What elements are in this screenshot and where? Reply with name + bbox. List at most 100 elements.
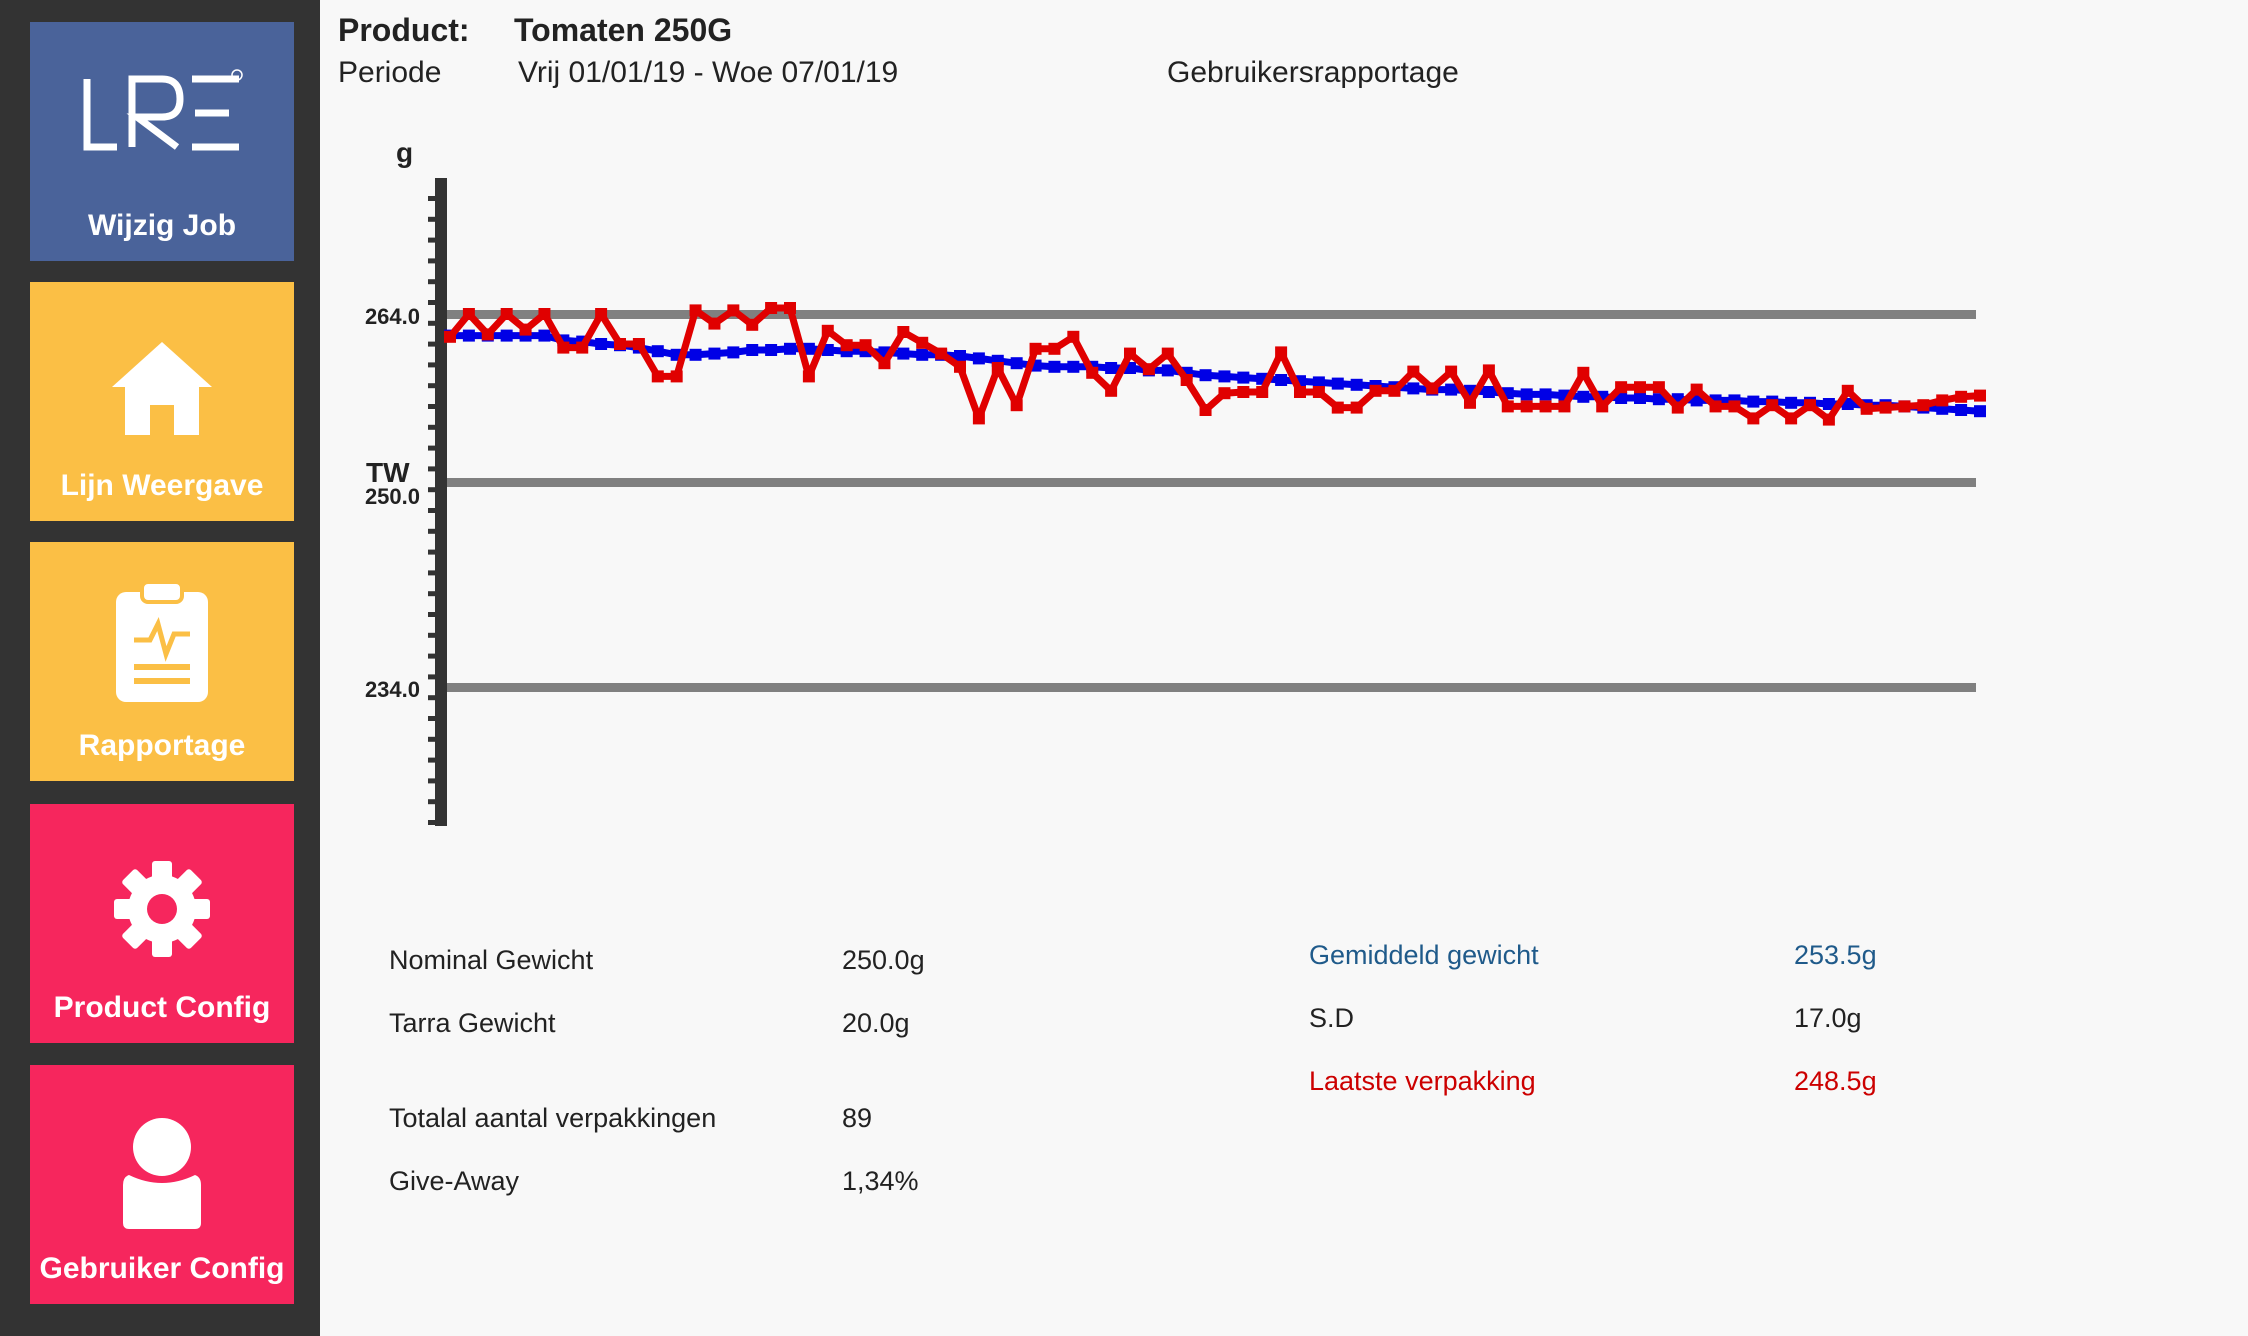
data-point <box>1690 394 1703 407</box>
data-point <box>1331 377 1344 390</box>
axis-tick <box>428 716 438 721</box>
axis-tick <box>428 237 438 243</box>
stat-label-nominal: Nominal Gewicht <box>389 945 594 975</box>
data-point <box>1520 388 1533 401</box>
data-point <box>1294 386 1306 398</box>
axis-tick <box>428 820 438 825</box>
data-point <box>1105 362 1118 374</box>
data-point <box>1218 370 1231 383</box>
data-point <box>1577 390 1590 403</box>
data-point <box>1312 386 1325 398</box>
data-point <box>1822 413 1835 426</box>
axis-tick <box>428 736 438 742</box>
stat-value-average: 253.5g <box>1794 940 1877 970</box>
sidebar-item-label: Wijzig Job <box>87 209 237 242</box>
data-point <box>1237 371 1250 384</box>
axis-tick <box>428 258 438 264</box>
data-point <box>651 370 664 383</box>
data-point <box>1218 387 1231 400</box>
axis-tick <box>428 320 438 326</box>
gebruiker-config-button[interactable]: Gebruiker Config <box>30 1065 294 1304</box>
data-point <box>1652 393 1665 406</box>
rapportage-button[interactable]: Rapportage <box>30 542 294 781</box>
data-point <box>1350 401 1363 414</box>
data-point <box>1615 381 1628 394</box>
data-point <box>651 345 664 358</box>
data-point <box>689 304 702 317</box>
data-point <box>1690 383 1703 396</box>
y-axis-unit: g <box>396 137 413 168</box>
axis-tick <box>428 799 438 805</box>
stat-label-total: Totalal aantal verpakkingen <box>389 1103 717 1133</box>
y-tick-label: 250.0 <box>365 484 420 509</box>
data-point <box>1785 396 1798 409</box>
product-name: Tomaten 250G <box>514 12 733 48</box>
data-point <box>1482 364 1495 377</box>
data-point <box>765 344 778 356</box>
data-point <box>1955 390 1968 403</box>
sidebar-item-label: Rapportage <box>78 729 246 762</box>
data-point <box>954 360 966 373</box>
data-point <box>821 324 834 337</box>
data-point <box>1709 400 1722 413</box>
data-point <box>1634 381 1646 394</box>
axis-tick <box>428 362 438 368</box>
data-point <box>1445 365 1458 378</box>
data-point <box>1029 342 1042 355</box>
stat-value-nominal: 250.0g <box>842 945 925 975</box>
data-point <box>1105 384 1118 397</box>
data-point <box>840 339 853 352</box>
data-point <box>1577 366 1590 379</box>
clipboard-report-icon <box>30 577 294 707</box>
data-point <box>462 308 475 320</box>
data-point <box>954 350 966 362</box>
data-point <box>576 341 589 354</box>
data-point <box>689 348 702 361</box>
data-point <box>519 323 532 336</box>
data-point <box>1067 360 1080 373</box>
data-point <box>538 308 551 320</box>
data-point <box>538 329 551 342</box>
axis-tick <box>428 632 438 638</box>
data-point <box>1199 369 1212 382</box>
axis-tick <box>428 445 438 451</box>
axis-tick <box>428 612 438 617</box>
y-axis <box>435 178 447 826</box>
data-point <box>1180 374 1193 386</box>
period-range: Vrij 01/01/19 - Woe 07/01/19 <box>518 56 899 89</box>
data-point <box>746 344 759 356</box>
tw-label: TW <box>366 457 410 488</box>
axis-tick <box>428 424 438 430</box>
axis-tick <box>428 695 438 701</box>
data-point <box>1501 400 1514 413</box>
sidebar-item-label: Lijn Weergave <box>60 469 264 502</box>
home-icon <box>30 332 294 442</box>
data-point <box>500 329 513 342</box>
lijn-weergave-button[interactable]: Lijn Weergave <box>30 282 294 521</box>
data-point <box>1558 400 1571 413</box>
data-point <box>1161 364 1174 377</box>
wijzig-job-button[interactable]: Wijzig Job <box>30 22 294 261</box>
data-point <box>802 342 815 355</box>
y-tick-label: 234.0 <box>365 677 420 702</box>
stat-label-giveaway: Give-Away <box>389 1166 520 1196</box>
data-point <box>897 326 910 338</box>
data-point <box>1860 402 1873 415</box>
axis-tick <box>428 549 438 555</box>
data-point <box>614 338 626 350</box>
data-point <box>1841 384 1854 397</box>
data-point <box>595 338 608 350</box>
data-point <box>1407 365 1420 378</box>
data-point <box>1350 378 1363 391</box>
data-point <box>557 341 570 354</box>
data-point <box>878 357 891 370</box>
data-point <box>897 347 910 360</box>
data-point <box>972 412 985 425</box>
data-point <box>1426 382 1439 395</box>
report-type: Gebruikersrapportage <box>1167 56 1459 89</box>
reference-line <box>447 478 1976 487</box>
data-point <box>444 330 456 343</box>
product-config-button[interactable]: Product Config <box>30 804 294 1043</box>
stat-value-sd: 17.0g <box>1794 1003 1862 1033</box>
axis-tick <box>428 341 438 347</box>
